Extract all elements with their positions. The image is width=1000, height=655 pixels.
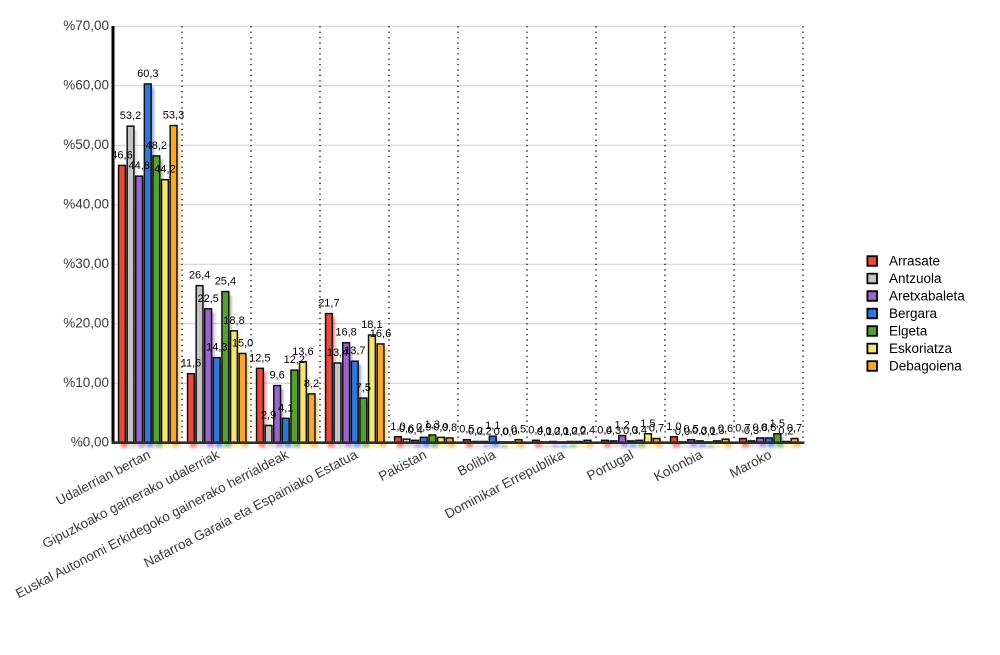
svg-text:14,3: 14,3 <box>206 342 227 354</box>
svg-text:48,2: 48,2 <box>146 140 167 152</box>
svg-text:%40,00: %40,00 <box>63 196 109 211</box>
svg-text:0,5: 0,5 <box>459 424 474 436</box>
svg-text:18,1: 18,1 <box>361 319 382 331</box>
svg-text:9,6: 9,6 <box>269 370 284 382</box>
svg-text:13,4: 13,4 <box>327 347 348 359</box>
svg-text:Eskoriatza: Eskoriatza <box>889 341 953 356</box>
svg-text:44,2: 44,2 <box>154 164 175 176</box>
svg-text:1,0: 1,0 <box>666 421 681 433</box>
svg-text:0,6: 0,6 <box>399 423 414 435</box>
svg-text:0,8: 0,8 <box>752 422 767 434</box>
svg-text:Antzuola: Antzuola <box>889 271 942 286</box>
svg-text:0,6: 0,6 <box>718 423 733 435</box>
svg-text:11,6: 11,6 <box>181 358 202 370</box>
svg-text:0,1: 0,1 <box>701 426 716 438</box>
svg-text:2,9: 2,9 <box>261 409 276 421</box>
svg-text:0,4: 0,4 <box>407 424 422 436</box>
svg-text:0,3: 0,3 <box>709 425 724 437</box>
svg-text:22,5: 22,5 <box>197 293 218 305</box>
svg-text:%60,00: %60,00 <box>63 77 109 92</box>
svg-text:%10,00: %10,00 <box>63 375 109 390</box>
svg-text:12,2: 12,2 <box>284 354 305 366</box>
svg-text:0,3: 0,3 <box>744 425 759 437</box>
svg-text:0,9: 0,9 <box>416 421 431 433</box>
svg-text:12,5: 12,5 <box>249 352 270 364</box>
svg-text:0,4: 0,4 <box>580 424 595 436</box>
svg-text:4,1: 4,1 <box>278 402 293 414</box>
svg-text:0,0: 0,0 <box>494 426 509 438</box>
svg-text:0,5: 0,5 <box>683 424 698 436</box>
svg-text:0,4: 0,4 <box>597 424 612 436</box>
svg-text:%50,00: %50,00 <box>63 137 109 152</box>
svg-text:1,0: 1,0 <box>390 421 405 433</box>
svg-text:0,7: 0,7 <box>649 423 664 435</box>
svg-text:53,2: 53,2 <box>120 110 141 122</box>
svg-text:Aretxabaleta: Aretxabaleta <box>889 289 965 304</box>
svg-text:0,5: 0,5 <box>511 424 526 436</box>
svg-text:60,3: 60,3 <box>137 68 158 80</box>
svg-text:15,0: 15,0 <box>232 337 253 349</box>
svg-text:0,8: 0,8 <box>761 422 776 434</box>
svg-text:0,9: 0,9 <box>433 421 448 433</box>
svg-text:0,8: 0,8 <box>442 422 457 434</box>
svg-text:1,2: 1,2 <box>614 420 629 432</box>
svg-text:0,2: 0,2 <box>778 426 793 438</box>
svg-text:%0,00: %0,00 <box>71 434 109 449</box>
svg-text:46,6: 46,6 <box>111 149 132 161</box>
svg-text:0,2: 0,2 <box>563 426 578 438</box>
svg-text:0,3: 0,3 <box>623 425 638 437</box>
svg-text:%20,00: %20,00 <box>63 315 109 330</box>
svg-text:0,0: 0,0 <box>675 426 690 438</box>
svg-text:Bergara: Bergara <box>889 306 938 321</box>
svg-text:%30,00: %30,00 <box>63 256 109 271</box>
svg-text:0,3: 0,3 <box>606 425 621 437</box>
svg-text:25,4: 25,4 <box>215 276 236 288</box>
svg-text:16,6: 16,6 <box>370 328 391 340</box>
svg-text:13,6: 13,6 <box>292 346 313 358</box>
svg-text:1,1: 1,1 <box>485 420 500 432</box>
svg-text:13,7: 13,7 <box>344 345 365 357</box>
svg-text:0,2: 0,2 <box>545 426 560 438</box>
svg-text:21,7: 21,7 <box>318 298 339 310</box>
svg-text:Debagoiena: Debagoiena <box>889 359 962 374</box>
svg-text:16,8: 16,8 <box>335 327 356 339</box>
svg-text:Arrasate: Arrasate <box>889 254 940 269</box>
svg-text:0,4: 0,4 <box>528 424 543 436</box>
svg-text:1,5: 1,5 <box>770 418 785 430</box>
svg-text:%70,00: %70,00 <box>63 18 109 33</box>
svg-text:0,3: 0,3 <box>692 425 707 437</box>
svg-text:18,8: 18,8 <box>223 315 244 327</box>
svg-text:0,1: 0,1 <box>554 426 569 438</box>
svg-text:1,3: 1,3 <box>425 419 440 431</box>
svg-text:Elgeta: Elgeta <box>889 324 928 339</box>
svg-text:7,5: 7,5 <box>356 382 371 394</box>
svg-text:0,2: 0,2 <box>476 426 491 438</box>
svg-text:1,5: 1,5 <box>640 418 655 430</box>
svg-text:0,7: 0,7 <box>787 423 802 435</box>
svg-text:0,2: 0,2 <box>468 426 483 438</box>
svg-text:0,0: 0,0 <box>502 426 517 438</box>
svg-text:44,8: 44,8 <box>128 160 149 172</box>
svg-text:0,4: 0,4 <box>632 424 647 436</box>
svg-text:26,4: 26,4 <box>189 270 210 282</box>
svg-text:0,2: 0,2 <box>571 426 586 438</box>
svg-text:53,3: 53,3 <box>163 110 184 122</box>
svg-text:0,7: 0,7 <box>735 423 750 435</box>
svg-text:8,2: 8,2 <box>304 378 319 390</box>
svg-text:0,1: 0,1 <box>537 426 552 438</box>
